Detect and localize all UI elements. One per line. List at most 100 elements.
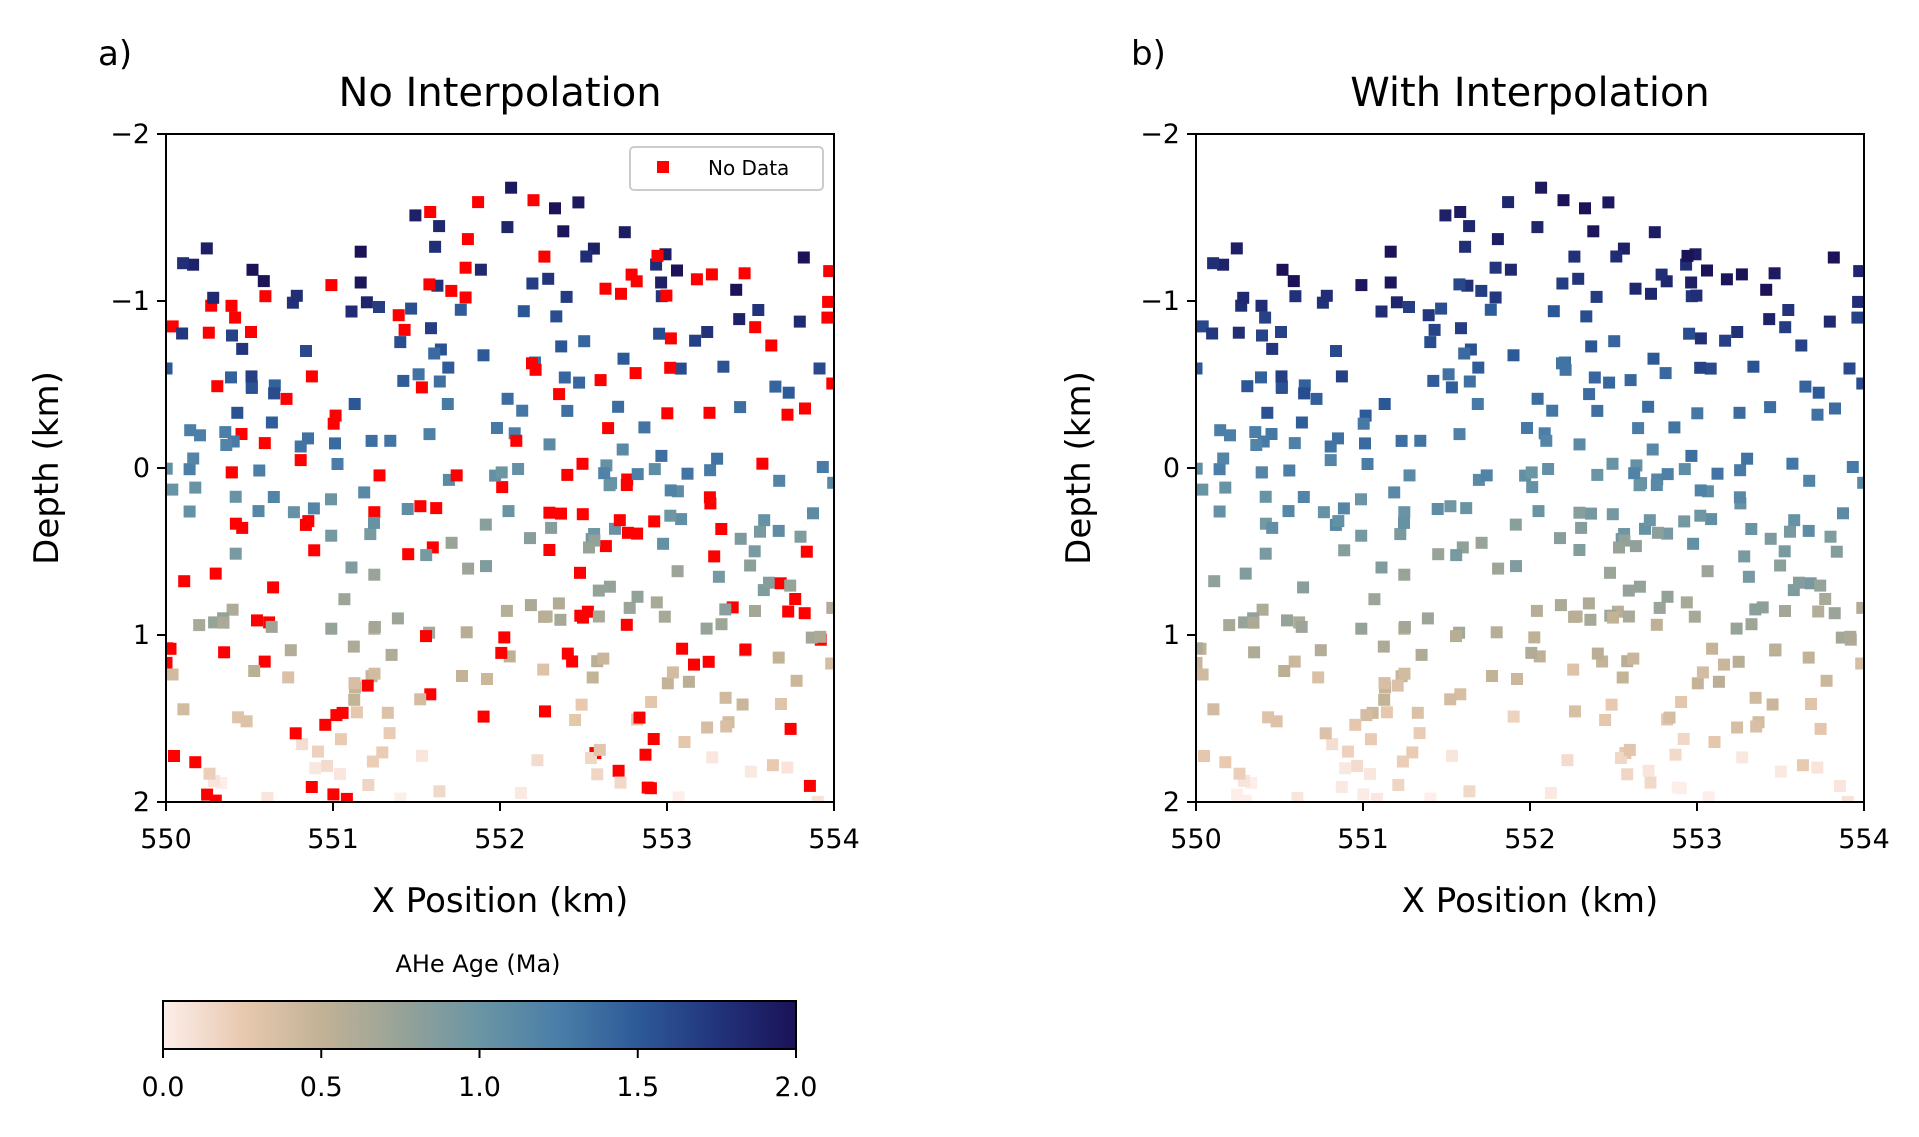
data-point (763, 576, 775, 589)
data-point (1531, 221, 1544, 234)
data-point (505, 181, 518, 194)
data-point (1288, 655, 1301, 668)
data-point (384, 434, 397, 447)
data-point (1769, 643, 1782, 656)
data-point (1694, 361, 1707, 374)
data-point (1424, 336, 1437, 349)
no-data-point (461, 233, 474, 246)
data-point (1628, 467, 1641, 480)
data-point (816, 461, 829, 473)
data-point (1295, 416, 1308, 429)
data-point (267, 491, 280, 503)
data-point (1694, 332, 1707, 345)
data-point (350, 706, 363, 719)
data-point (1661, 468, 1674, 481)
data-point (1674, 782, 1687, 795)
x-tick-label: 554 (1838, 824, 1890, 855)
data-point (1554, 532, 1566, 545)
data-point (1444, 693, 1457, 706)
data-point (1414, 434, 1427, 447)
data-point (675, 513, 688, 526)
data-point (569, 714, 582, 726)
data-point (1647, 352, 1660, 365)
no-data-point (756, 457, 769, 470)
data-point (1454, 688, 1467, 701)
data-point (661, 677, 674, 690)
data-point (1633, 479, 1646, 492)
no-data-point (651, 249, 664, 262)
data-point (1282, 505, 1295, 518)
no-data-point (543, 506, 556, 519)
no-data-point (496, 481, 509, 494)
no-data-point (325, 279, 338, 292)
data-point (265, 416, 278, 429)
data-point (219, 426, 232, 439)
data-point (1606, 508, 1619, 521)
data-point (1390, 296, 1403, 309)
data-point (827, 476, 834, 489)
data-point (1843, 362, 1856, 375)
data-point (1719, 334, 1732, 347)
data-point (456, 670, 468, 682)
data-point (329, 437, 341, 450)
data-point (1223, 619, 1236, 632)
data-point (495, 466, 508, 479)
data-point (1784, 525, 1796, 538)
data-point (1718, 658, 1730, 671)
data-point (354, 245, 367, 258)
data-point (1489, 261, 1502, 274)
data-point (1788, 514, 1801, 527)
data-point (1645, 287, 1657, 300)
data-point (1415, 648, 1428, 661)
data-point (166, 362, 173, 375)
data-point (217, 616, 230, 629)
data-point (790, 674, 803, 687)
data-point (1317, 506, 1330, 519)
data-point (1196, 642, 1204, 655)
no-data-point (612, 764, 625, 777)
no-data-point (251, 614, 263, 627)
no-data-point (392, 309, 405, 322)
data-point (1450, 630, 1462, 643)
data-point (650, 596, 663, 609)
data-point (657, 537, 670, 550)
data-point (645, 696, 658, 708)
data-point (1490, 626, 1503, 639)
data-point (394, 336, 407, 349)
data-point (368, 667, 381, 680)
data-point (232, 711, 245, 724)
data-point (700, 622, 713, 635)
data-point (1446, 749, 1458, 762)
data-point (730, 283, 743, 296)
data-point (537, 663, 550, 676)
no-data-point (690, 273, 703, 286)
data-point (334, 768, 346, 781)
data-point (671, 565, 684, 578)
data-point (1683, 327, 1696, 340)
data-point (1289, 290, 1302, 303)
no-data-point (526, 357, 538, 370)
data-point (1554, 599, 1567, 612)
data-point (1583, 388, 1596, 401)
data-point (666, 666, 679, 679)
no-data-point (258, 437, 271, 450)
data-point (1342, 745, 1354, 758)
data-point (177, 257, 190, 270)
data-point (1492, 562, 1505, 575)
no-data-point (602, 422, 615, 435)
data-point (1643, 514, 1656, 527)
data-point (290, 289, 303, 302)
data-point (433, 375, 446, 388)
data-point (618, 226, 631, 239)
data-point (423, 428, 436, 441)
data-point (187, 452, 200, 465)
data-point (412, 368, 425, 381)
data-point (807, 507, 819, 520)
data-point (1278, 665, 1291, 677)
data-point (758, 514, 771, 527)
data-point (1708, 736, 1721, 748)
no-data-point (402, 548, 415, 561)
data-point (769, 380, 782, 393)
no-data-point (561, 468, 574, 481)
data-point (365, 434, 378, 447)
